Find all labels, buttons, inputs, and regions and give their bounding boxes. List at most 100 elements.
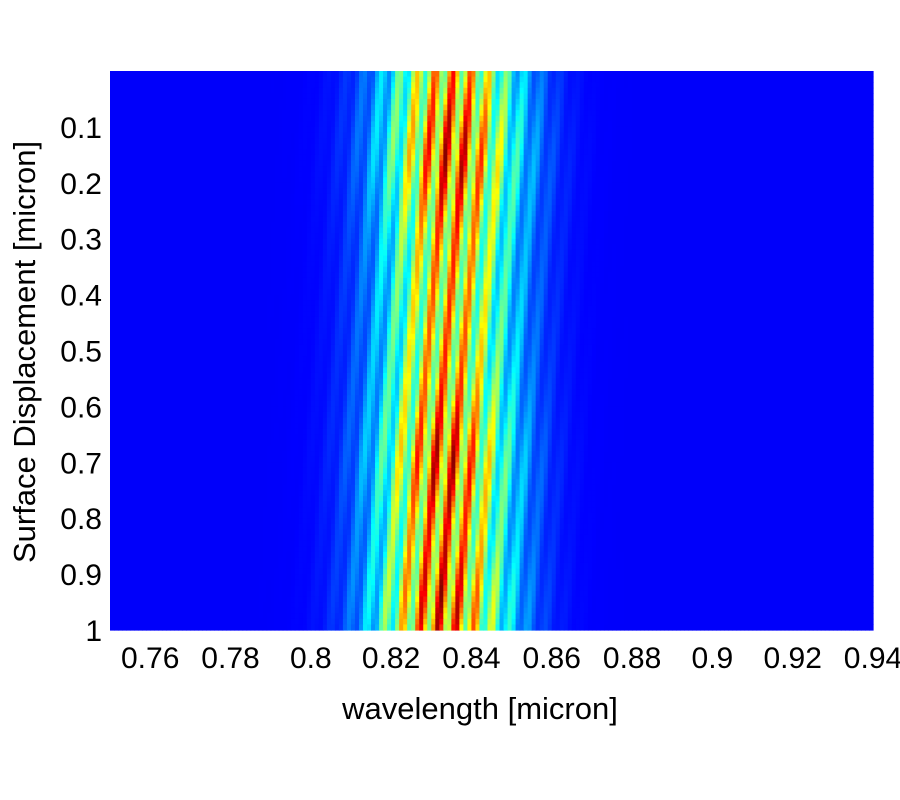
heatmap-cell <box>330 193 336 201</box>
heatmap-cell <box>226 216 232 223</box>
heatmap-cell <box>620 76 625 83</box>
heatmap-cell <box>326 143 332 150</box>
heatmap-cell <box>652 210 657 217</box>
heatmap-cell <box>640 160 645 167</box>
heatmap-cell <box>162 166 167 173</box>
heatmap-cell <box>290 143 296 150</box>
heatmap-cell <box>579 182 585 189</box>
heatmap-cell <box>435 160 440 167</box>
heatmap-cell <box>668 126 673 134</box>
heatmap-cell <box>270 154 276 162</box>
heatmap-cell <box>162 76 167 83</box>
heatmap-cell <box>664 82 669 89</box>
heatmap-cell <box>338 126 344 134</box>
heatmap-cell <box>848 93 854 100</box>
heatmap-cell <box>499 188 505 195</box>
heatmap-cell <box>784 87 790 94</box>
heatmap-cell <box>138 104 143 111</box>
heatmap-cell <box>708 166 713 173</box>
heatmap-cell <box>451 115 456 122</box>
heatmap-cell <box>182 93 187 100</box>
heatmap-cell <box>134 104 139 111</box>
heatmap-cell <box>162 216 167 223</box>
heatmap-cell <box>234 149 240 156</box>
heatmap-cell <box>142 166 147 173</box>
heatmap-cell <box>122 188 127 195</box>
heatmap-cell <box>840 87 846 94</box>
heatmap-cell <box>326 188 332 195</box>
heatmap-cell <box>242 87 248 94</box>
heatmap-cell <box>294 82 300 89</box>
heatmap-cell <box>547 149 553 156</box>
heatmap-cell <box>760 188 766 195</box>
heatmap-cell <box>134 126 139 134</box>
heatmap-cell <box>455 199 460 206</box>
heatmap-cell <box>118 216 123 223</box>
heatmap-cell <box>306 182 312 189</box>
heatmap-cell <box>527 199 533 206</box>
heatmap-cell <box>242 121 248 128</box>
heatmap-cell <box>712 82 717 89</box>
heatmap-cell <box>246 115 252 122</box>
heatmap-cell <box>575 104 581 111</box>
heatmap-cell <box>624 188 629 195</box>
heatmap-cell <box>860 76 866 83</box>
heatmap-cell <box>350 126 356 134</box>
heatmap-cell <box>816 98 822 106</box>
heatmap-cell <box>752 138 758 145</box>
heatmap-cell <box>632 115 637 122</box>
heatmap-cell <box>326 115 332 122</box>
heatmap-cell <box>523 126 529 134</box>
heatmap-cell <box>346 98 352 106</box>
heatmap-cell <box>680 104 685 111</box>
heatmap-cell <box>812 205 818 212</box>
heatmap-cell <box>499 71 505 78</box>
heatmap-cell <box>531 98 537 106</box>
heatmap-cell <box>615 154 621 162</box>
heatmap-cell <box>270 110 276 117</box>
heatmap-cell <box>716 193 721 201</box>
heatmap-cell <box>772 115 778 122</box>
heatmap-cell <box>282 121 288 128</box>
heatmap-cell <box>391 166 396 173</box>
heatmap-cell <box>784 193 790 201</box>
heatmap-cell <box>467 149 473 156</box>
heatmap-cell <box>354 193 360 201</box>
heatmap-cell <box>367 132 372 139</box>
heatmap-cell <box>162 104 167 111</box>
heatmap-cell <box>395 154 400 162</box>
heatmap-cell <box>391 132 396 139</box>
heatmap-cell <box>238 199 244 206</box>
heatmap-cell <box>860 210 866 217</box>
heatmap-cell <box>214 160 220 167</box>
heatmap-cell <box>194 188 199 195</box>
heatmap-cell <box>238 205 244 212</box>
heatmap-cell <box>704 98 709 106</box>
heatmap-cell <box>471 132 477 139</box>
heatmap-cell <box>210 76 216 83</box>
heatmap-cell <box>226 82 232 89</box>
heatmap-cell <box>423 71 428 78</box>
heatmap-cell <box>114 177 119 184</box>
heatmap-cell <box>784 76 790 83</box>
heatmap-cell <box>587 177 593 184</box>
heatmap-cell <box>282 143 288 150</box>
heatmap-cell <box>346 166 352 173</box>
heatmap-cell <box>808 171 814 178</box>
heatmap-cell <box>198 177 203 184</box>
heatmap-cell <box>182 205 187 212</box>
heatmap-cell <box>447 93 452 100</box>
heatmap-cell <box>804 110 810 117</box>
heatmap-cell <box>310 126 316 134</box>
heatmap-cell <box>258 110 264 117</box>
heatmap-cell <box>130 138 135 145</box>
heatmap-cell <box>864 98 870 106</box>
heatmap-cell <box>668 93 673 100</box>
heatmap-cell <box>519 160 525 167</box>
heatmap-cell <box>367 110 372 117</box>
heatmap-cell <box>579 160 585 167</box>
heatmap-cell <box>583 149 589 156</box>
heatmap-cell <box>270 143 276 150</box>
heatmap-cell <box>728 98 734 106</box>
heatmap-cell <box>367 138 372 145</box>
